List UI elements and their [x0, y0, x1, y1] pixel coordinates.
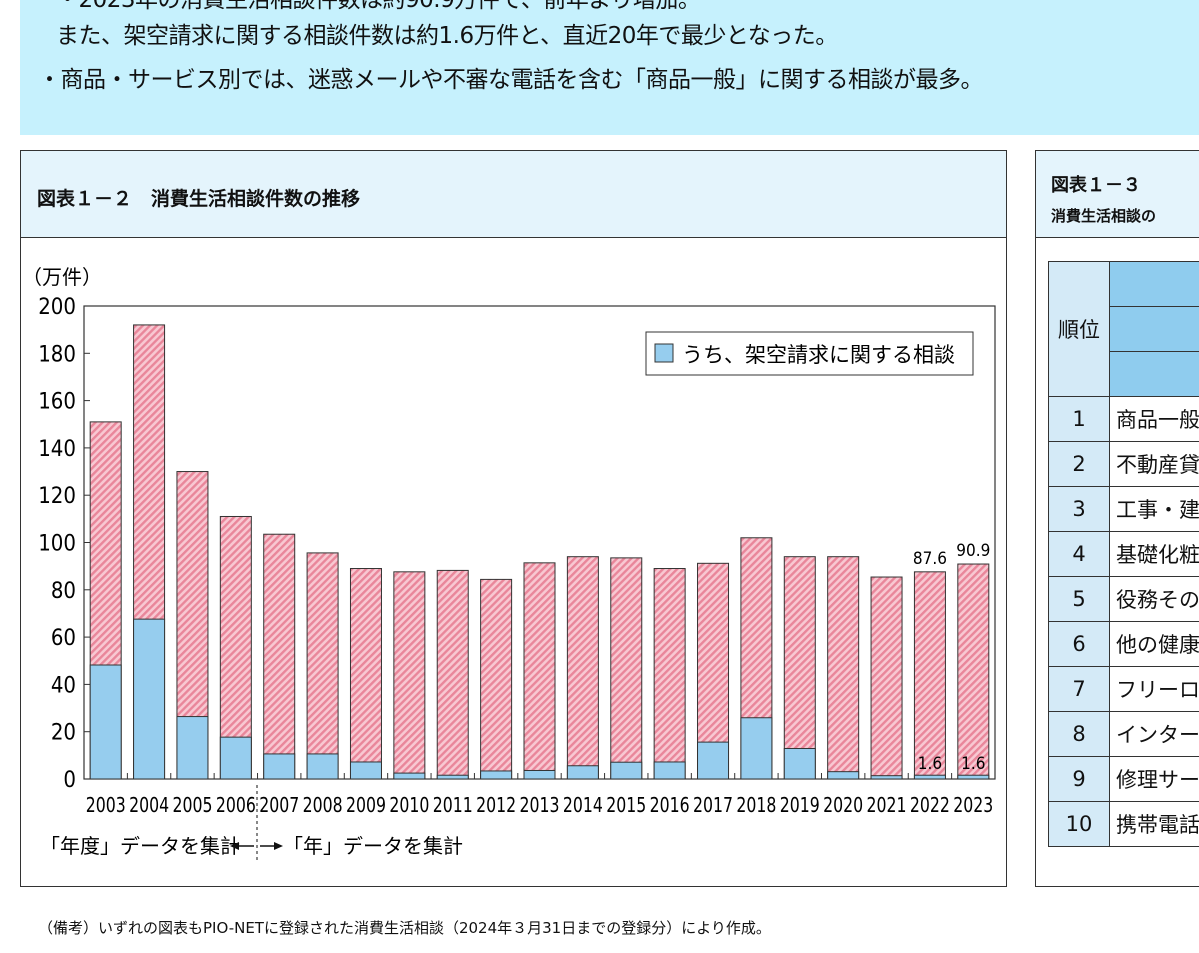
chart-panel-header: 図表１－２ 消費生活相談件数の推移 [21, 151, 1006, 238]
rank-cell: 8 [1047, 711, 1111, 757]
rank-cell: 9 [1047, 756, 1111, 802]
summary-box: ・2023年の消費生活相談件数は約90.9万件で、前年より増加。 また、架空請求… [20, 0, 1199, 135]
table-row: 8 インター [1047, 711, 1199, 757]
rank-cell: 4 [1047, 531, 1111, 577]
table-row: 5 役務その [1047, 576, 1199, 622]
table-row: 3 工事・建 [1047, 486, 1199, 532]
rank-cell: 6 [1047, 621, 1111, 667]
item-cell: フリーロ [1109, 666, 1199, 712]
header-cell [1109, 306, 1199, 352]
table-row: 4 基礎化粧 [1047, 531, 1199, 577]
table-row: 10 携帯電話 [1047, 801, 1199, 847]
item-cell: 他の健康 [1109, 621, 1199, 667]
item-cell: 役務その [1109, 576, 1199, 622]
rank-cell: 1 [1047, 396, 1111, 442]
ranking-subtitle: 消費生活相談の [1051, 207, 1157, 225]
summary-line: ・商品・サービス別では、迷惑メールや不審な電話を含む「商品一般」に関する相談が最… [38, 67, 984, 93]
item-cell: 修理サー [1109, 756, 1199, 802]
ranking-panel-header: 図表１－３ 消費生活相談の [1036, 151, 1199, 238]
table-row: 2 不動産貸 [1047, 441, 1199, 487]
header-cell [1109, 351, 1199, 397]
item-cell: 不動産貸 [1109, 441, 1199, 487]
rank-cell: 3 [1047, 486, 1111, 532]
table-row: 7 フリーロ [1047, 666, 1199, 712]
rank-cell: 5 [1047, 576, 1111, 622]
rank-cell: 7 [1047, 666, 1111, 712]
table-row: 6 他の健康 [1047, 621, 1199, 667]
header-cell [1109, 261, 1199, 307]
table-row: 9 修理サー [1047, 756, 1199, 802]
chart-panel: 図表１－２ 消費生活相談件数の推移 [20, 150, 1007, 887]
rank-cell: 10 [1047, 801, 1111, 847]
chart-title: 図表１－２ 消費生活相談件数の推移 [37, 188, 361, 210]
item-cell: 携帯電話 [1109, 801, 1199, 847]
ranking-panel: 図表１－３ 消費生活相談の 順位 1 商品一般 2 不動産貸 3 工事・建 4 基礎化粧… [1035, 150, 1199, 887]
summary-line: また、架空請求に関する相談件数は約1.6万件と、直近20年で最少となった。 [56, 23, 838, 49]
footnote: （備考）いずれの図表もPIO-NETに登録された消費生活相談（2024年３月31… [38, 919, 771, 937]
item-cell: 基礎化粧 [1109, 531, 1199, 577]
item-cell: 工事・建 [1109, 486, 1199, 532]
ranking-title: 図表１－３ [1051, 175, 1141, 196]
summary-line: ・2023年の消費生活相談件数は約90.9万件で、前年より増加。 [56, 0, 701, 13]
rank-cell: 2 [1047, 441, 1111, 487]
rank-header: 順位 [1047, 261, 1111, 397]
table-row: 1 商品一般 [1047, 396, 1199, 442]
item-cell: インター [1109, 711, 1199, 757]
item-cell: 商品一般 [1109, 396, 1199, 442]
ranking-table: 順位 1 商品一般 2 不動産貸 3 工事・建 4 基礎化粧 5 役務その 6 他の健康 7… [1047, 261, 1199, 847]
